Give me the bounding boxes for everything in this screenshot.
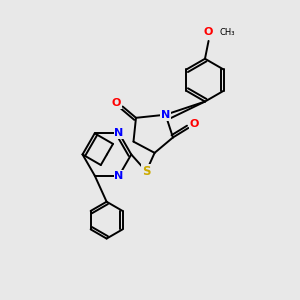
Text: S: S [142, 165, 151, 178]
Text: N: N [115, 171, 124, 181]
Text: O: O [112, 98, 122, 108]
Text: O: O [204, 27, 213, 37]
Text: N: N [161, 110, 170, 120]
Text: O: O [190, 119, 199, 129]
Text: N: N [115, 128, 124, 138]
Text: CH₃: CH₃ [220, 28, 235, 37]
